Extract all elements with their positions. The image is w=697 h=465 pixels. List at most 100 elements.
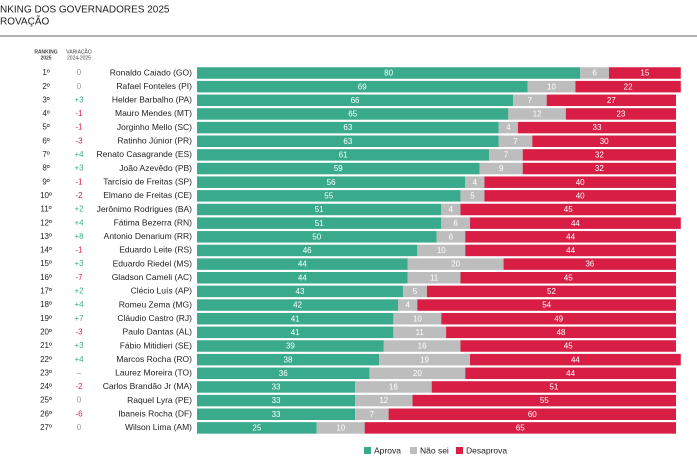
rank: 2º [42,82,49,91]
category-label: Cláudio Castro (RJ) [117,313,192,323]
value-label: 44 [566,232,575,241]
value-label: 7 [528,96,533,105]
bar-segment [498,135,533,147]
value-label: 63 [343,137,352,146]
category-label: Jerônimo Rodrigues (BA) [97,204,193,214]
rank-header: 2025 [40,55,51,61]
value-label: 9 [499,164,504,173]
category-label: Rafael Fonteles (PI) [116,81,192,91]
rank: 14º [40,246,52,255]
bar-segment [197,80,528,93]
bar-segment [393,312,442,325]
rank: 27º [40,423,52,432]
value-label: 55 [324,191,333,200]
value-label: 25 [252,424,261,433]
category-label: João Azevêdo (PB) [119,163,192,173]
bar-segment [197,176,466,188]
rank: 11º [40,205,51,214]
bar-segment [513,94,547,107]
variation: +4 [74,218,84,227]
bar-segment [197,149,490,161]
bar-segment [197,367,370,380]
bar-segment [446,326,676,339]
rank: 13º [40,232,52,241]
rank: 1º [42,68,49,77]
value-label: 33 [272,410,281,419]
value-label: 46 [303,246,312,255]
value-label: 16 [418,342,427,351]
bar-segment [407,258,504,270]
rank: 21º [40,341,52,350]
variation: +2 [74,287,84,296]
value-label: 61 [339,151,348,160]
bar-segment [316,422,365,434]
variation: -2 [75,191,83,200]
bar-segment [355,394,413,407]
rank: 16º [40,273,52,282]
category-label: Ibaneis Rocha (DF) [118,409,192,419]
value-label: 52 [547,287,556,296]
value-label: 45 [564,273,573,282]
value-label: 32 [595,164,604,173]
value-label: 33 [272,383,281,392]
rank-header: RANKING [34,49,57,55]
bar-segment [426,285,676,298]
bar-segment [197,121,499,134]
variation: +3 [74,341,84,350]
bar-segment [470,353,681,366]
bar-segment [388,408,676,420]
bar-segment [393,326,447,339]
rank: 17º [40,287,52,296]
variation: +3 [74,164,84,173]
legend-label: Aprova [374,445,401,455]
value-label: 51 [315,219,324,228]
value-label: 44 [571,355,580,364]
bar-segment [431,381,676,393]
bar-segment [197,162,480,175]
legend-label: Não sei [420,445,449,455]
category-label: Antonio Denarium (RR) [104,231,193,241]
bar-segment [417,299,676,311]
bar-segment [441,203,461,216]
rank: 10º [40,191,52,200]
bar-segment [460,203,676,216]
value-label: 5 [470,191,475,200]
rank: 24º [40,382,52,391]
category-label: Ratinho Júnior (PR) [117,136,192,146]
legend-swatch [410,447,417,454]
value-label: 4 [506,123,511,132]
value-label: 44 [571,219,580,228]
variation: 0 [77,396,82,405]
category-label: Renato Casagrande (ES) [97,149,193,159]
value-label: 20 [413,369,422,378]
value-label: 33 [272,396,281,405]
value-label: 16 [389,383,398,392]
category-label: Wilson Lima (AM) [125,422,192,432]
variation: -7 [75,273,83,282]
value-label: 6 [592,69,597,78]
category-label: Eduardo Riedel (MS) [113,258,193,268]
value-label: 30 [600,137,609,146]
bar-segment [522,149,676,161]
value-label: 55 [540,396,549,405]
bar-segment [465,231,676,243]
category-label: Marcos Rocha (RO) [116,354,192,364]
category-label: Laurez Moreira (TO) [115,368,192,378]
category-label: Ronaldo Caiado (GO) [110,67,192,77]
bar-segment [441,312,676,325]
bar-segment [197,203,442,216]
value-label: 65 [516,424,525,433]
bar-segment [465,244,676,257]
value-label: 45 [564,205,573,214]
rank: 9º [42,177,49,186]
bar-segment [470,217,681,229]
value-label: 51 [549,383,558,392]
legend-swatch [364,447,371,454]
bar-segment [197,135,499,147]
category-label: Gladson Cameli (AC) [112,272,192,282]
bar-segment [489,149,523,161]
value-label: 59 [334,164,343,173]
bar-segment [398,299,418,311]
variation: +3 [74,95,84,104]
value-label: 5 [413,287,418,296]
